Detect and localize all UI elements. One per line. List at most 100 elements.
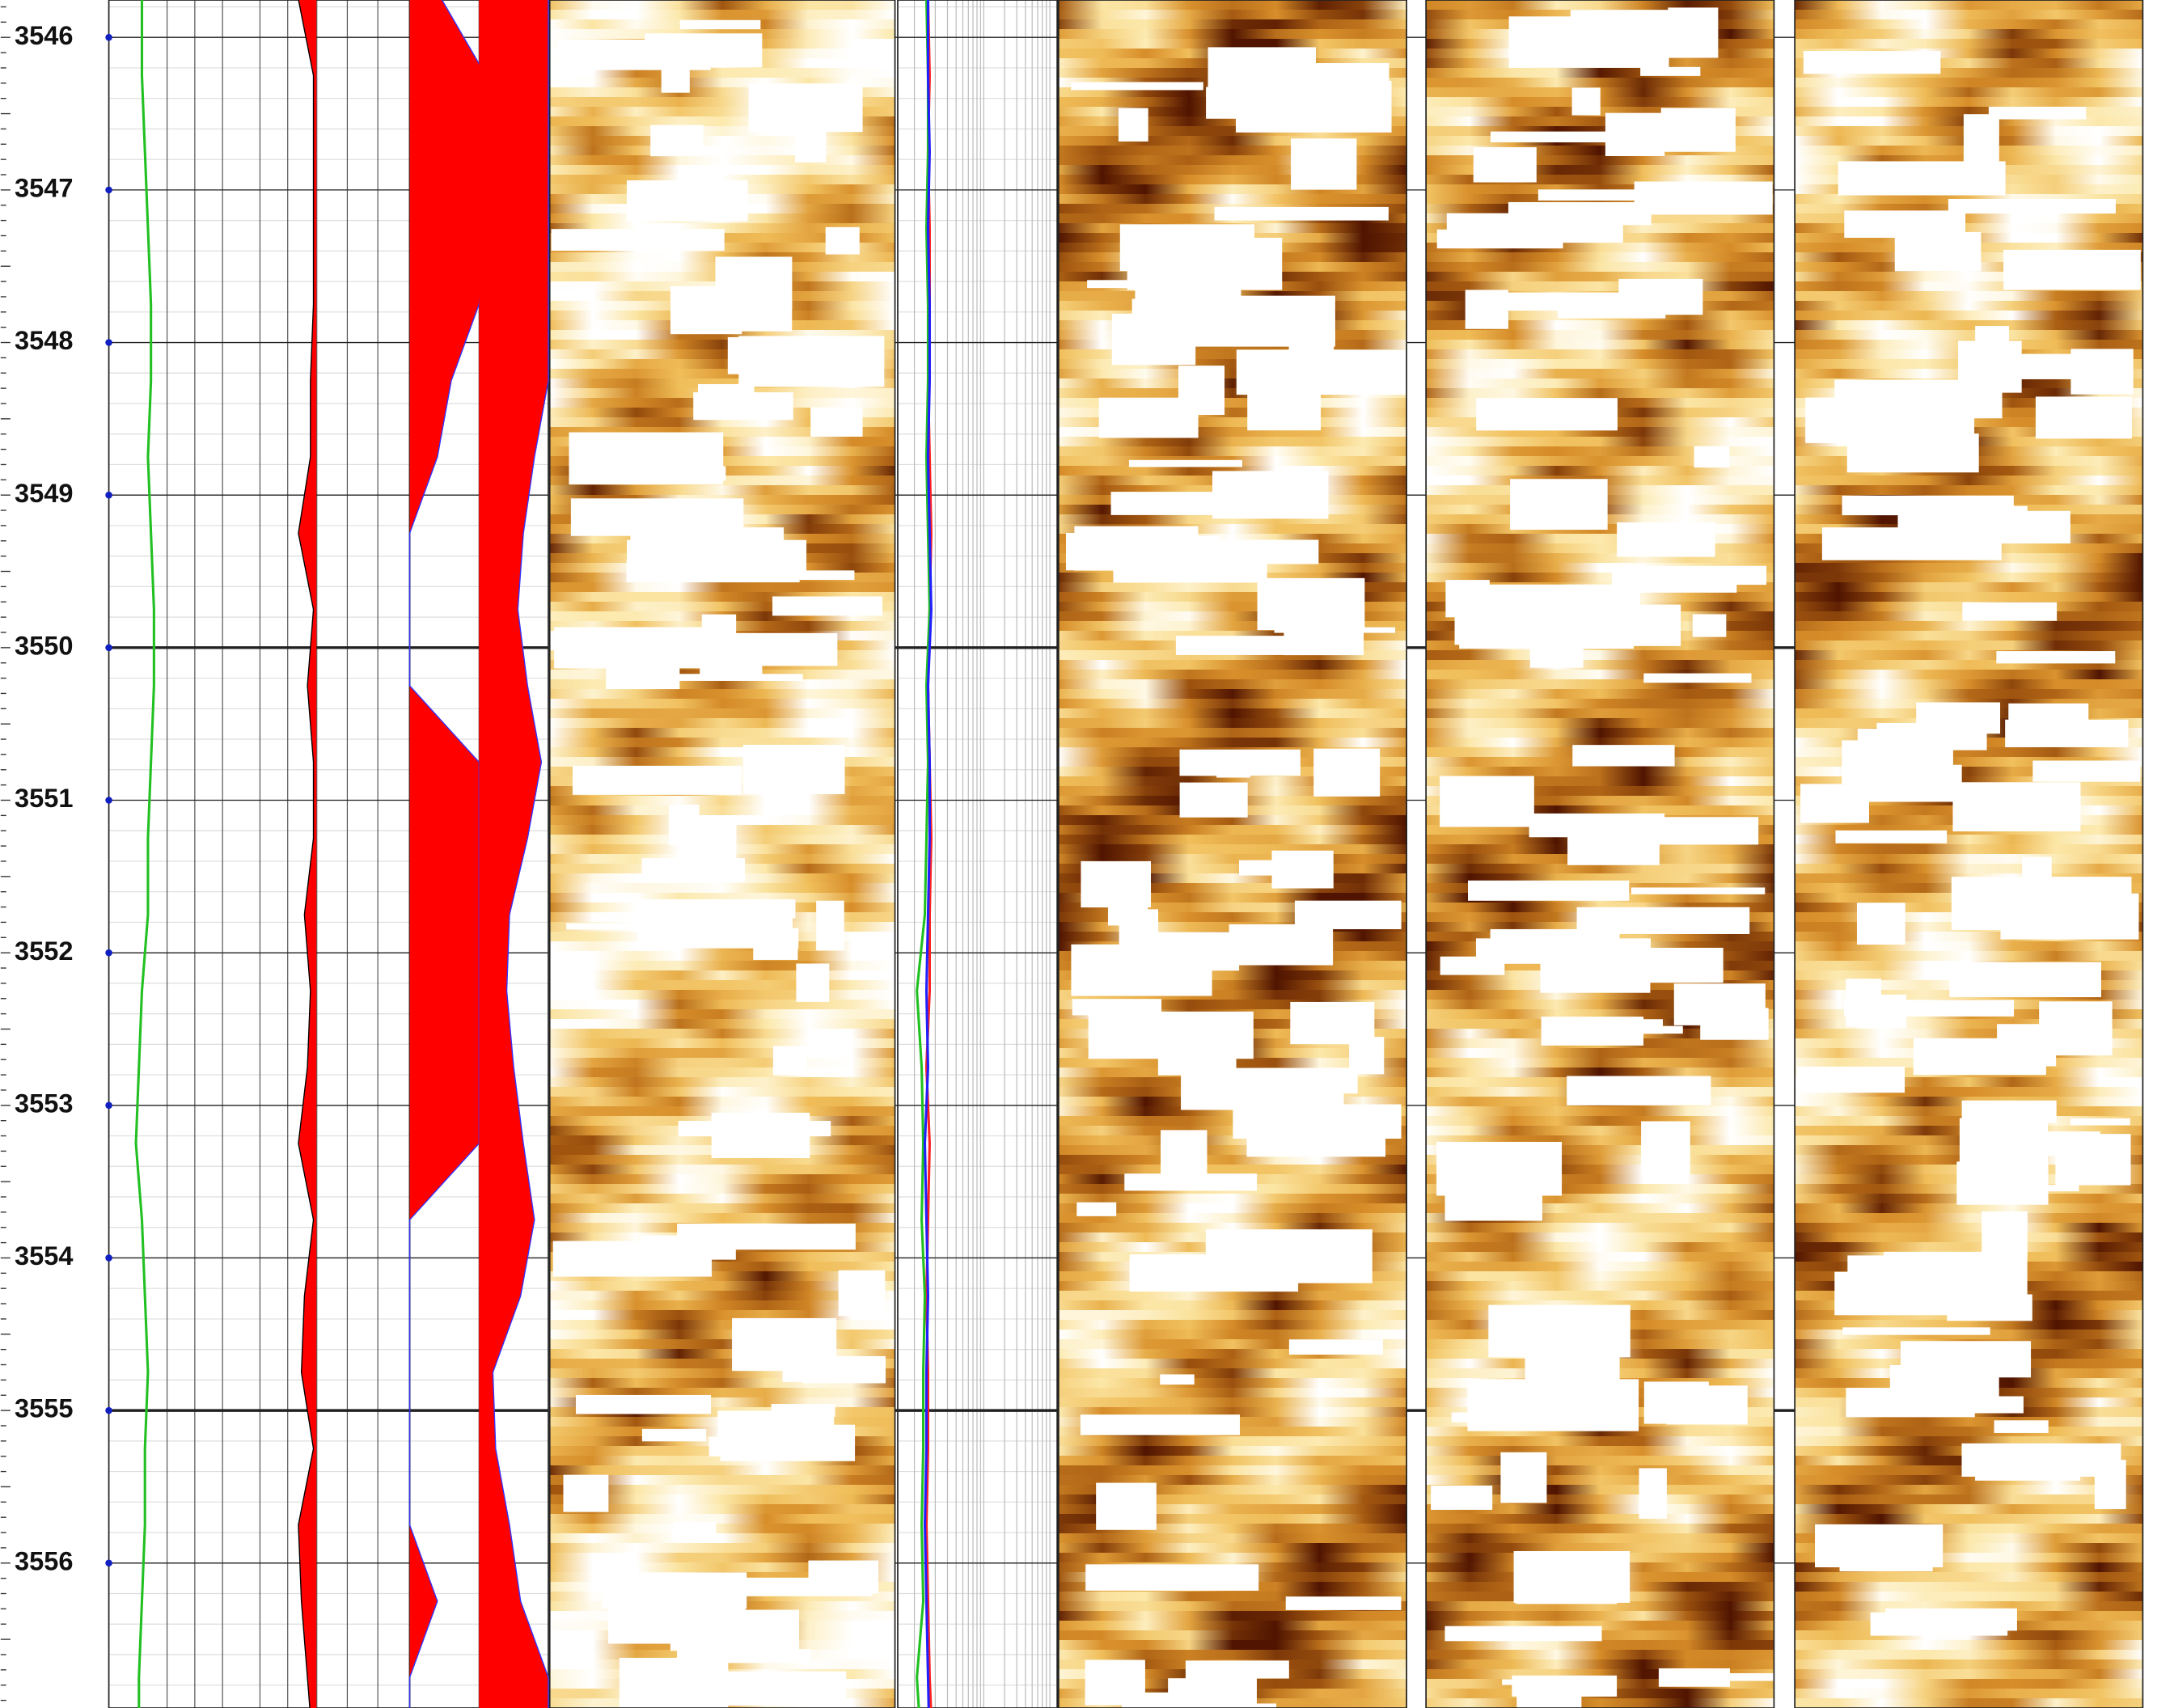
image-row: [1795, 1232, 2143, 1243]
image-blank: [1996, 651, 2116, 664]
image-blank: [1108, 889, 1148, 926]
image-row: [1426, 708, 1774, 719]
image-blank: [1085, 1659, 1145, 1706]
image-row: [1795, 97, 2143, 108]
image-blank: [742, 744, 845, 794]
image-row: [1426, 369, 1774, 379]
image-blank: [1128, 459, 1242, 467]
image-row: [1795, 1427, 2143, 1437]
image-blank: [1952, 782, 2081, 832]
image-blank: [637, 899, 796, 919]
image-row: [1426, 68, 1774, 78]
track-border: [897, 0, 1058, 1708]
image-blank: [1612, 565, 1767, 586]
image-blank: [1349, 1037, 1385, 1075]
image-blank: [1835, 830, 1948, 843]
image-blank: [1436, 229, 1563, 249]
image-blank: [1129, 1254, 1299, 1292]
image-blank: [1071, 82, 1203, 91]
image-row: [1058, 1611, 1407, 1621]
image-blank: [1634, 181, 1773, 215]
image-row: [1795, 1417, 2143, 1427]
image-row: [549, 1087, 895, 1097]
image-blank: [2035, 396, 2132, 439]
image-row: [1426, 1611, 1774, 1621]
track-border: [108, 0, 411, 1708]
image-blank: [1949, 962, 2101, 998]
image-row: [549, 728, 895, 738]
image-blank: [1444, 1168, 1542, 1221]
image-blank: [1643, 1381, 1709, 1424]
image-row: [1426, 1232, 1774, 1243]
image-blank: [678, 1121, 831, 1137]
image-row: [1795, 1679, 2143, 1689]
image-row: [1795, 301, 2143, 311]
image-row: [1058, 844, 1407, 855]
image-blank: [679, 19, 761, 30]
image-row: [549, 1174, 895, 1185]
image-row: [1426, 437, 1774, 447]
image-blank: [2070, 1118, 2130, 1126]
image-blank: [1087, 280, 1201, 289]
image-blank: [1508, 16, 1669, 68]
image-blank: [720, 1424, 856, 1461]
image-row: [1426, 864, 1774, 874]
image-blank: [1288, 1339, 1383, 1355]
image-row: [1795, 476, 2143, 486]
image-row: [1058, 1553, 1407, 1563]
image-row: [549, 980, 895, 991]
image-blank: [572, 765, 742, 795]
image-blank: [569, 432, 724, 485]
image-blank: [1857, 729, 1987, 750]
image-blank: [641, 1428, 707, 1442]
image-blank: [1962, 602, 2058, 621]
image-blank: [1694, 446, 1730, 468]
image-row: [549, 1524, 895, 1534]
curve: [923, 0, 933, 1708]
image-row: [549, 718, 895, 729]
image-row: [1426, 534, 1774, 544]
image-blank: [1291, 138, 1357, 190]
image-row: [1426, 388, 1774, 399]
image-blank: [675, 1671, 847, 1706]
image-row: [549, 1504, 895, 1515]
image-row: [1426, 252, 1774, 263]
image-row: [1058, 19, 1407, 30]
image-blank: [1072, 999, 1162, 1016]
image-blank: [1096, 1482, 1157, 1530]
image-row: [1795, 1650, 2143, 1660]
image-blank: [637, 928, 799, 949]
image-blank: [1975, 1452, 2081, 1481]
image-row: [1795, 582, 2143, 593]
image-row: [1058, 1300, 1407, 1311]
image-blank: [1846, 1388, 1975, 1418]
image-row: [1058, 670, 1407, 680]
image-blank: [1502, 1679, 1605, 1685]
image-row: [549, 796, 895, 806]
image-row: [549, 68, 895, 78]
image-row: [1426, 1475, 1774, 1486]
image-row: [1426, 1068, 1774, 1078]
image-blank: [1842, 1327, 1990, 1335]
image-blank: [1639, 1468, 1667, 1520]
image-row: [1795, 1659, 2143, 1670]
image-row: [549, 1009, 895, 1020]
image-row: [1426, 1252, 1774, 1262]
image-blank: [1572, 745, 1675, 767]
image-row: [549, 1300, 895, 1311]
image-blank: [1088, 1011, 1254, 1059]
image-row: [1426, 1533, 1774, 1544]
image-row: [1795, 592, 2143, 602]
image-row: [549, 990, 895, 1000]
image-row: [1426, 0, 1774, 11]
image-row: [1426, 767, 1774, 777]
curve: [916, 0, 931, 1708]
image-blank: [1500, 1452, 1547, 1503]
image-blank: [732, 1317, 837, 1372]
image-blank: [1313, 748, 1381, 797]
image-blank: [1440, 956, 1505, 975]
image-blank: [2039, 1001, 2113, 1056]
y-tick-label: 3547: [15, 173, 73, 202]
image-row: [1426, 738, 1774, 748]
image-blank: [1212, 471, 1329, 519]
